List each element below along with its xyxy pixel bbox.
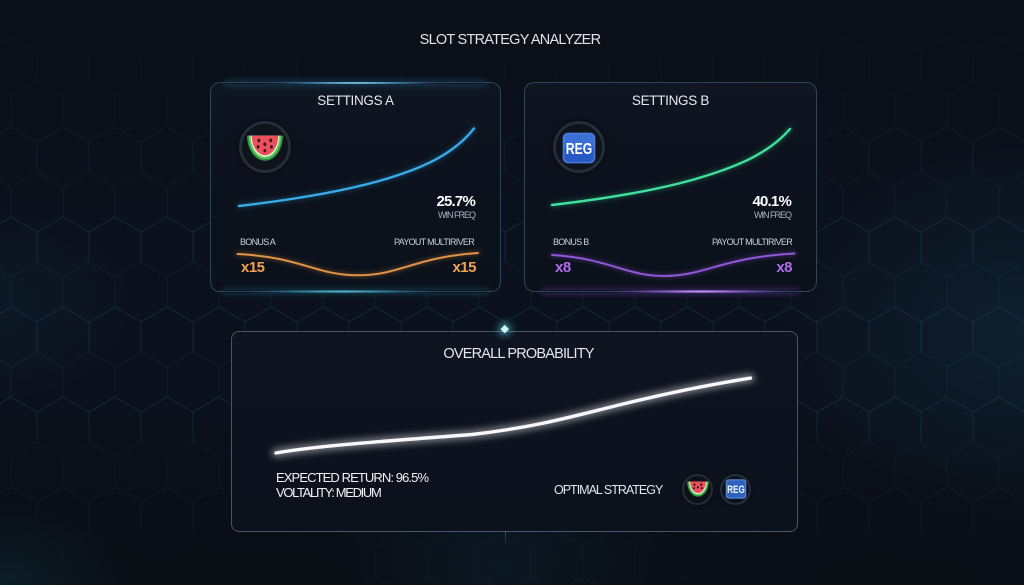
svg-text:REG: REG (727, 484, 745, 496)
svg-text:REG: REG (566, 141, 592, 158)
